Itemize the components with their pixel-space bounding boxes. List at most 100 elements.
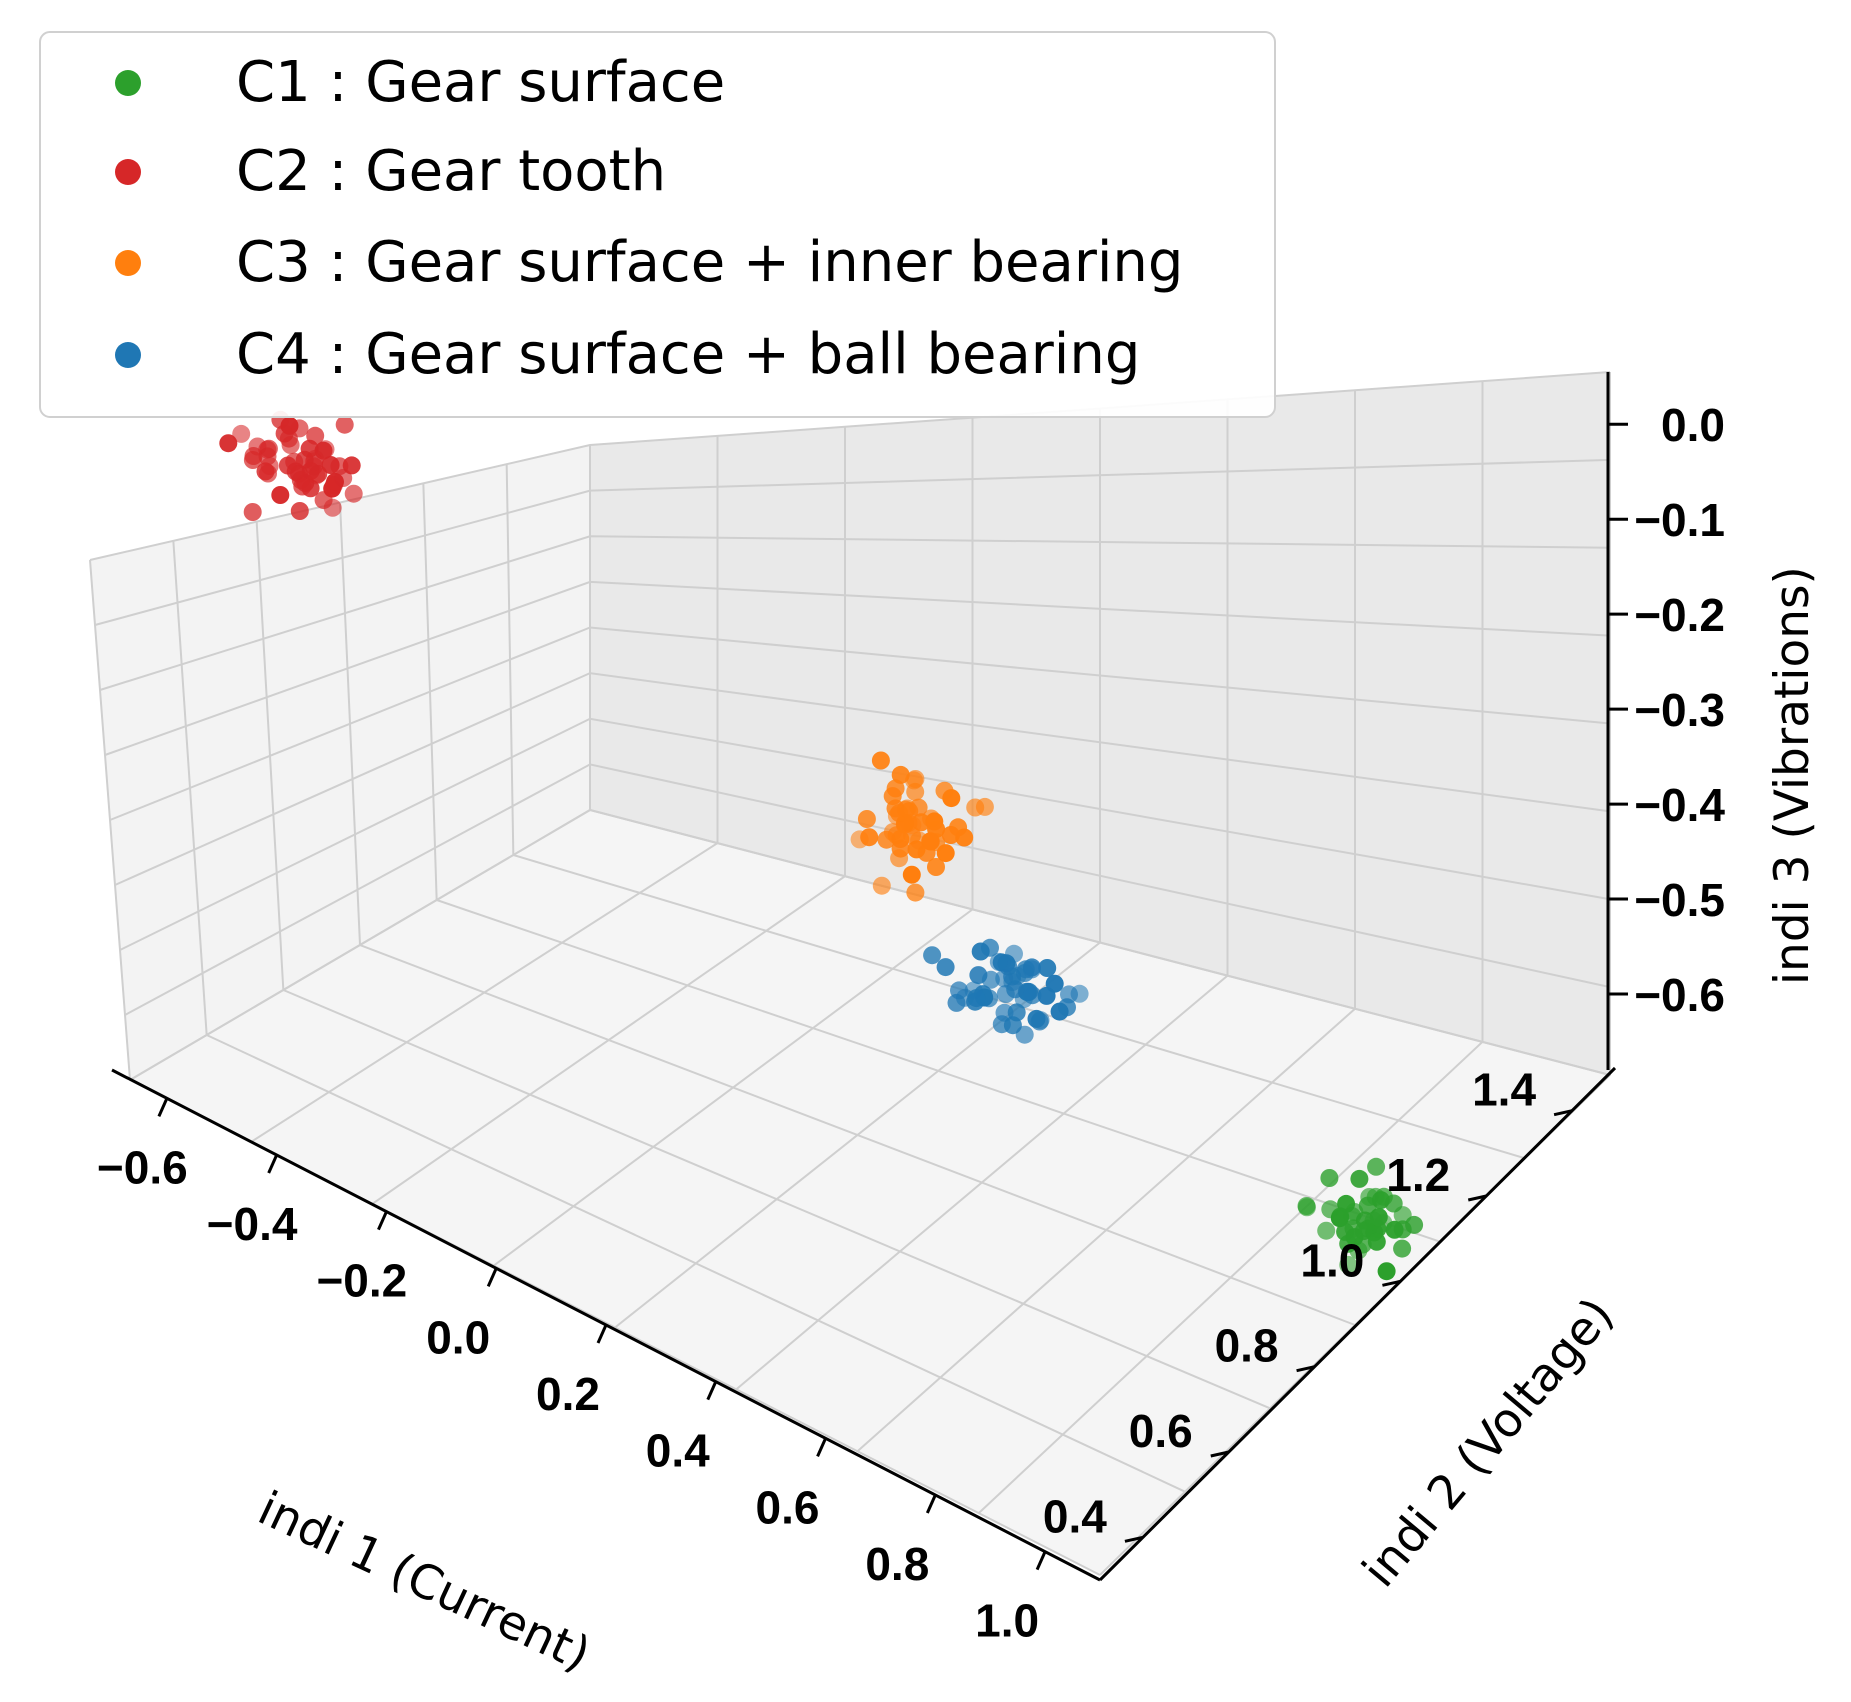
data-point [996,985,1015,1003]
data-point [1045,974,1064,993]
data-point [1393,1239,1412,1258]
data-point [981,938,999,957]
x-tick-mark [925,1494,937,1514]
data-point [323,498,342,517]
data-point [857,810,876,828]
x-tick-mark [486,1267,498,1287]
data-point [1369,1208,1388,1226]
data-point [1358,1196,1377,1215]
data-point [891,839,910,858]
data-point [936,958,955,977]
legend-marker-c1 [115,70,141,96]
data-point [891,765,910,784]
data-point [334,469,353,487]
data-point [1350,1169,1369,1188]
x-tick-mark [157,1097,169,1117]
floor-pane [130,810,1610,1575]
data-point [344,484,363,503]
data-point [1320,1169,1339,1187]
legend-marker-c4 [115,342,141,368]
y-tick-label: 0.4 [1043,1490,1107,1542]
data-point [243,451,262,469]
legend-label-c1: C1 : Gear surface [236,50,725,115]
data-point [950,981,968,1000]
data-point [1317,1221,1336,1240]
grid-line-z [99,535,1611,691]
data-point [293,477,312,496]
y-tick-mark [1210,1450,1230,1458]
data-point [1015,1025,1034,1044]
data-point [1060,985,1078,1004]
grid-line-z [124,763,1611,1016]
z-tick-label: −0.2 [1634,589,1725,641]
legend-label-c3: C3 : Gear surface + inner bearing [236,230,1183,295]
y-tick-label: 1.0 [1300,1234,1364,1286]
x-axis-label: indi 1 (Current) [250,1481,598,1682]
grid-line-z [104,580,1611,756]
x-tick-mark [816,1437,827,1457]
x-tick-label: 0.0 [426,1311,490,1363]
grid-line-z [119,717,1611,951]
axis-panes [90,372,1610,1575]
z-tick-label: 0.0 [1661,399,1725,451]
z-tick-label: −0.6 [1634,969,1725,1021]
data-point [1343,1207,1362,1226]
x-tick-mark [1035,1551,1047,1571]
y-axis-line [1098,1066,1617,1582]
data-point [872,876,891,895]
x-tick-label: 0.6 [756,1481,820,1533]
legend-marker-c3 [115,250,141,276]
x-tick-label: 1.0 [975,1595,1039,1647]
data-point [927,858,945,876]
legend-label-c4: C4 : Gear surface + ball bearing [236,322,1140,387]
data-point [935,781,954,800]
data-point [335,415,354,434]
data-point [883,787,902,806]
data-point [243,503,262,521]
z-tick-label: −0.4 [1634,779,1725,831]
z-axis-label: indi 3 (Vibrations) [1765,566,1820,985]
y-tick-label: 1.2 [1386,1149,1450,1201]
data-point [922,809,941,828]
y-tick-mark [1296,1365,1315,1373]
data-points [219,410,1424,1281]
data-point [1050,1002,1069,1021]
y-axis-label: indi 2 (Voltage) [1352,1288,1625,1598]
y-tick-label: 0.6 [1129,1405,1193,1457]
data-point [981,970,1000,989]
data-point [316,440,335,459]
x-tick-mark [596,1324,608,1344]
legend-box [39,31,1276,418]
y-tick-label: 1.4 [1472,1064,1536,1116]
y-tick-labels: 0.4 0.6 0.8 1.0 1.2 1.4 [1043,1064,1573,1543]
x-tick-label: −0.4 [207,1198,298,1250]
data-point [966,798,985,817]
grid-line-z [129,808,1611,1081]
data-point [898,799,917,818]
back-pane-left [90,445,590,1080]
data-point [280,416,299,435]
x-tick-mark [267,1154,279,1174]
data-point [871,751,890,770]
data-point [989,952,1008,971]
data-point [219,434,238,453]
z-tick-label: −0.1 [1634,494,1725,546]
x-tick-label: 0.2 [536,1368,600,1420]
data-point [923,946,942,965]
x-tick-label: −0.2 [316,1255,407,1307]
data-point [259,439,278,458]
y-tick-mark [1124,1535,1144,1543]
data-point [906,883,925,902]
data-point [1038,959,1057,977]
data-point [1022,960,1041,979]
y-tick-label: 0.8 [1215,1320,1279,1372]
data-point [290,502,309,520]
data-point [1377,1262,1396,1281]
data-point [1007,1003,1026,1022]
y-tick-mark [1553,1109,1573,1117]
grid-line-z [114,672,1611,886]
x-tick-label: −0.6 [97,1141,188,1193]
x-tick-labels: −0.6 −0.4 −0.2 0.0 0.2 0.4 0.6 0.8 1.0 [97,1097,1047,1647]
data-point [259,464,277,483]
